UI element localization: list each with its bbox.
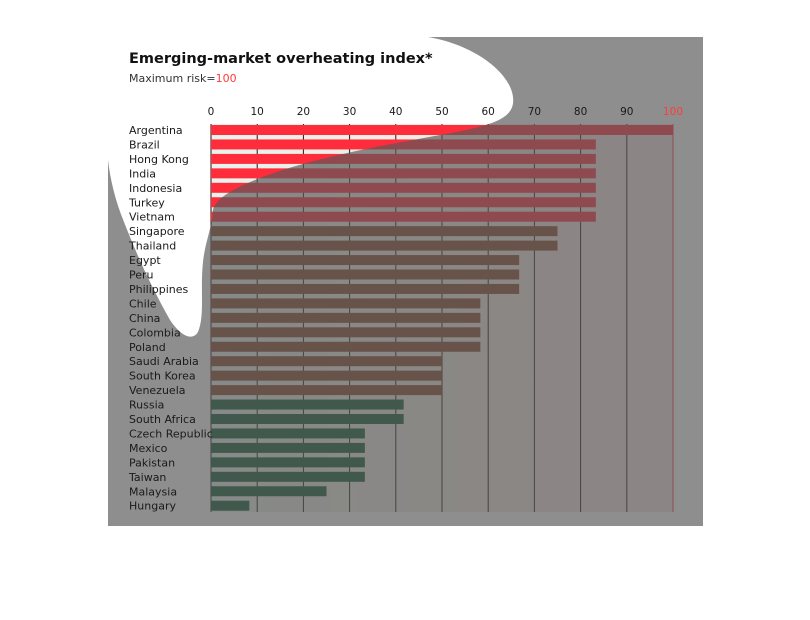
subtitle-prefix: Maximum risk= xyxy=(129,72,216,85)
x-tick-label-90: 90 xyxy=(620,106,633,118)
x-tick-label-80: 80 xyxy=(574,106,587,118)
category-label-argentina: Argentina xyxy=(129,124,183,137)
category-label-hungary: Hungary xyxy=(129,500,176,513)
category-label-taiwan: Taiwan xyxy=(128,471,166,484)
category-label-venezuela: Venezuela xyxy=(129,384,186,397)
x-tick-label-10: 10 xyxy=(251,106,264,118)
category-label-vietnam: Vietnam xyxy=(129,211,175,224)
category-label-egypt: Egypt xyxy=(129,254,161,267)
category-label-india: India xyxy=(129,167,156,180)
category-label-china: China xyxy=(129,312,160,325)
x-tick-label-0: 0 xyxy=(208,106,215,118)
category-label-philippines: Philippines xyxy=(129,283,189,296)
category-label-russia: Russia xyxy=(129,399,164,412)
category-label-turkey: Turkey xyxy=(128,196,165,209)
x-tick-label-40: 40 xyxy=(389,106,402,118)
category-label-mexico: Mexico xyxy=(129,442,168,455)
x-tick-label-60: 60 xyxy=(482,106,495,118)
x-tick-label-70: 70 xyxy=(528,106,541,118)
subtitle-value: 100 xyxy=(216,72,237,85)
tick-labels: 0 10 20 30 40 50 60 70 80 90 100 xyxy=(208,106,683,118)
x-tick-label-30: 30 xyxy=(343,106,356,118)
category-label-chile: Chile xyxy=(129,297,157,310)
category-label-saudi-arabia: Saudi Arabia xyxy=(129,355,199,368)
category-label-pakistan: Pakistan xyxy=(129,456,175,469)
category-label-indonesia: Indonesia xyxy=(129,182,182,195)
x-tick-label-50: 50 xyxy=(435,106,448,118)
chart-subtitle: Maximum risk=100 xyxy=(129,72,237,85)
category-label-poland: Poland xyxy=(129,341,166,354)
category-label-czech-republic: Czech Republic xyxy=(129,427,213,440)
category-label-south-africa: South Africa xyxy=(129,413,196,426)
category-label-thailand: Thailand xyxy=(128,240,176,253)
category-label-brazil: Brazil xyxy=(129,138,160,151)
spotlight-overlay xyxy=(108,37,703,526)
category-label-peru: Peru xyxy=(129,269,154,282)
chart-title: Emerging-market overheating index* xyxy=(129,51,433,67)
category-label-singapore: Singapore xyxy=(129,225,185,238)
category-label-hong-kong: Hong Kong xyxy=(129,153,189,166)
x-tick-label-20: 20 xyxy=(297,106,310,118)
category-label-south-korea: South Korea xyxy=(129,370,196,383)
category-label-colombia: Colombia xyxy=(129,326,181,339)
category-label-malaysia: Malaysia xyxy=(129,485,177,498)
x-tick-label-100: 100 xyxy=(663,106,683,118)
